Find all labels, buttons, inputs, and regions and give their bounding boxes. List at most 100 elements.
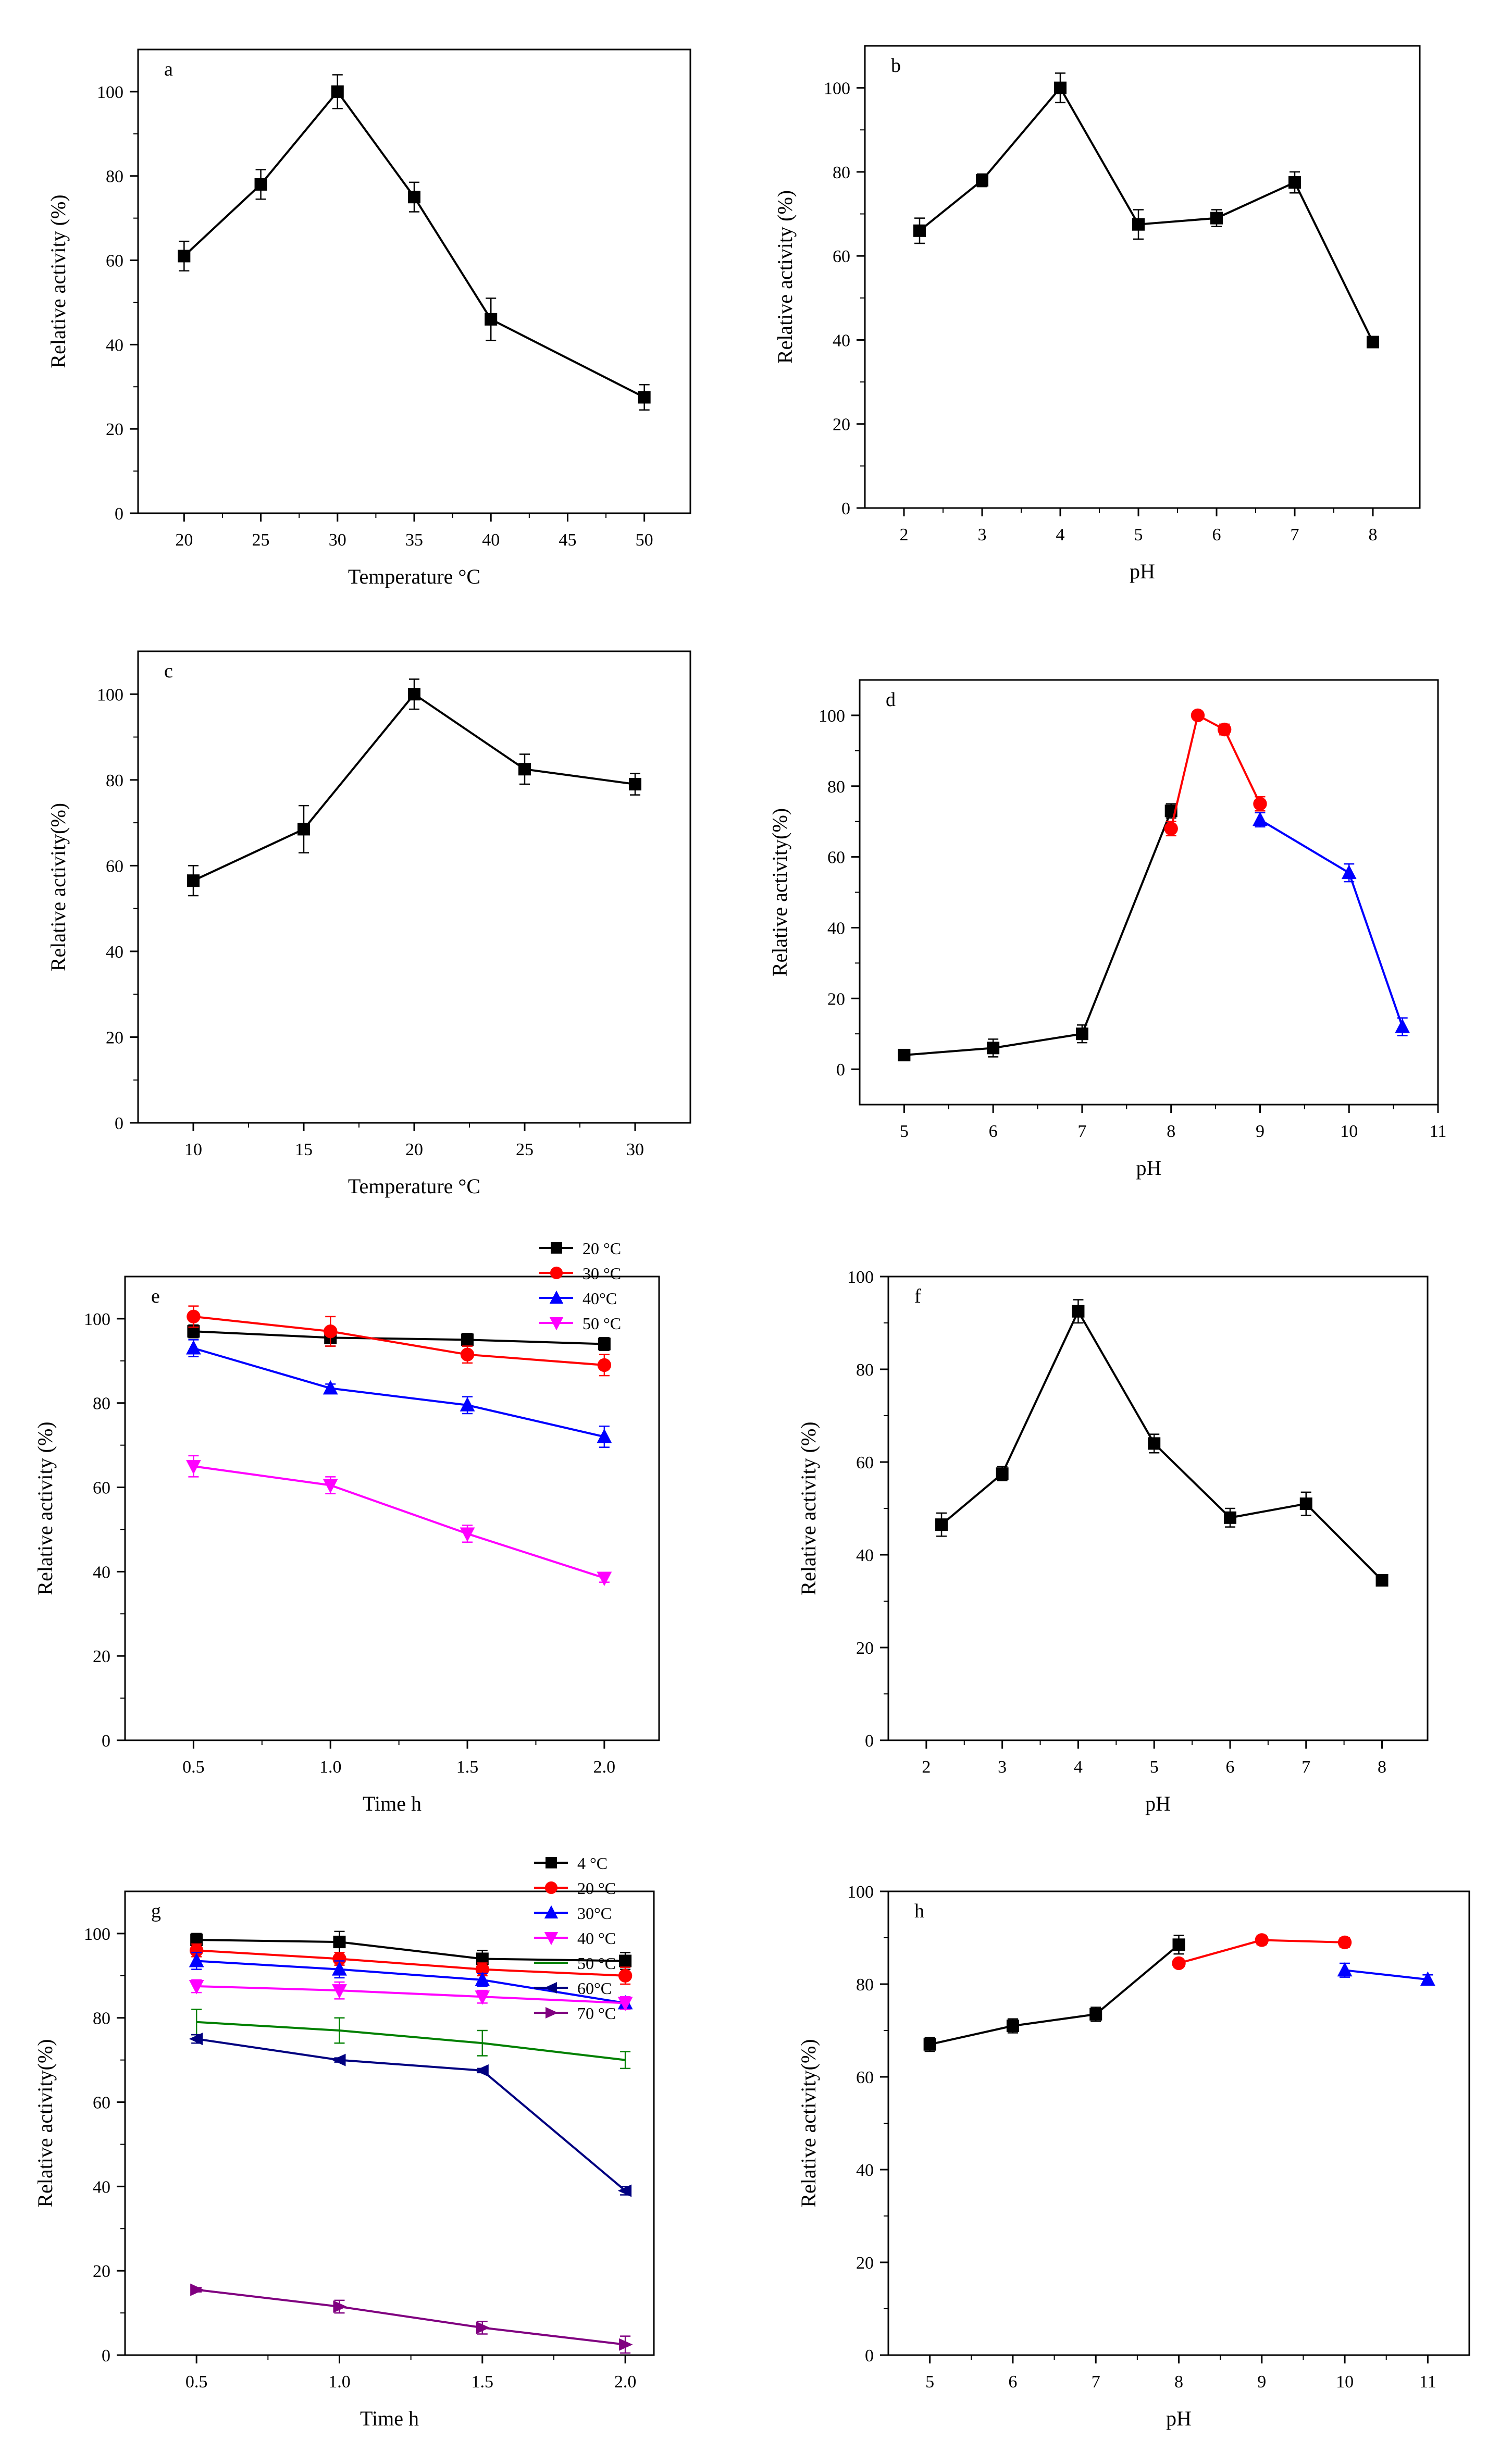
series-4	[189, 1979, 633, 2012]
x-tick-label: 1.5	[456, 1757, 479, 1777]
y-axis-label: Relative activity(%)	[46, 803, 70, 971]
y-tick-label: 80	[106, 167, 123, 187]
legend-label: 70 °C	[577, 2004, 616, 2023]
legend-item: 70 °C	[534, 2004, 616, 2023]
legend-label: 20 °C	[577, 1879, 616, 1898]
y-tick-label: 40	[827, 919, 845, 938]
data-point	[976, 174, 988, 187]
series-line	[1344, 1969, 1428, 1981]
series-line	[196, 2021, 626, 2061]
y-tick-label: 60	[856, 2068, 874, 2087]
x-tick-label: 8	[1174, 2372, 1183, 2392]
x-tick-label: 5	[900, 1122, 909, 1141]
data-point	[1375, 1574, 1389, 1587]
series-1	[923, 1935, 1185, 2052]
data-point	[186, 1460, 201, 1475]
y-tick-label: 80	[106, 771, 123, 790]
data-point	[333, 2300, 347, 2313]
y-tick-label: 100	[847, 1268, 874, 1287]
data-point	[619, 1954, 632, 1967]
series-line	[196, 1985, 626, 2004]
series-1	[187, 678, 641, 897]
y-tick-label: 0	[102, 1731, 110, 1751]
data-point	[408, 191, 420, 204]
chart-panel-c: c 10 15 20 25 30 0 20 40 60 80 100 Temperature °C Rel…	[46, 650, 691, 1198]
series-4	[186, 1455, 612, 1587]
x-tick-label: 8	[1378, 1757, 1386, 1777]
data-point	[461, 1333, 474, 1346]
chart-panel-d: d 5 6 7 8 9 10 11 0 20 40 60 80 100 pH Relative activit…	[768, 679, 1447, 1180]
x-tick-label: 10	[184, 1140, 202, 1159]
data-point	[987, 1042, 1000, 1055]
x-tick-label: 40	[482, 530, 500, 550]
chart-panel-g: g 0.5 1.0 1.5 2.0 0 20 40 60 80 100 Time h Relative …	[33, 1854, 655, 2430]
data-point	[332, 1961, 347, 1976]
series-line	[193, 692, 636, 882]
y-tick-label: 20	[93, 1647, 110, 1666]
x-tick-label: 7	[1077, 1122, 1086, 1141]
y-tick-label: 100	[847, 1883, 874, 1902]
legend-label: 50 °C	[577, 1954, 616, 1973]
y-tick-label: 40	[106, 336, 123, 355]
legend-label: 4 °C	[577, 1854, 608, 1873]
x-tick-label: 2.0	[593, 1757, 616, 1777]
legend-item: 30 °C	[539, 1264, 621, 1283]
x-tick-label: 7	[1092, 2372, 1100, 2392]
y-tick-label: 80	[827, 777, 845, 797]
x-axis-label: pH	[1145, 1792, 1171, 1815]
legend-marker	[549, 1290, 564, 1304]
series-line	[196, 2038, 626, 2191]
legend-marker	[550, 1266, 563, 1280]
chart-panel-a: a 20 25 30 35 40 45 50 0 20 40 60 80 100 Temperature °…	[46, 48, 691, 588]
x-tick-label: 6	[1225, 1757, 1234, 1777]
x-axis-label: Temperature °C	[348, 1174, 480, 1198]
x-axis-label: Time h	[360, 2407, 419, 2430]
series-line	[1259, 819, 1404, 1027]
legend-marker	[546, 2007, 559, 2019]
x-tick-label: 1.0	[319, 1757, 342, 1777]
series-2	[187, 1305, 612, 1377]
data-point	[475, 1972, 490, 1986]
x-tick-label: 0.5	[185, 2372, 208, 2392]
x-tick-label: 35	[405, 530, 423, 550]
y-tick-label: 80	[856, 1360, 874, 1380]
data-point	[597, 1358, 612, 1372]
y-tick-label: 40	[856, 2161, 874, 2180]
y-tick-label: 20	[856, 2253, 874, 2273]
y-tick-label: 100	[84, 1925, 110, 1944]
y-tick-label: 80	[856, 1975, 874, 1995]
legend-label: 30°C	[577, 1904, 612, 1923]
x-tick-label: 11	[1430, 1122, 1447, 1141]
series-line	[193, 1330, 604, 1345]
data-point	[923, 2038, 936, 2051]
y-tick-label: 80	[833, 163, 850, 182]
data-point	[475, 1990, 490, 2005]
plot-frame	[859, 679, 1439, 1106]
x-tick-label: 7	[1291, 525, 1299, 544]
panel-letter: g	[151, 1900, 161, 1922]
data-point	[935, 1518, 948, 1531]
data-point	[629, 778, 641, 791]
y-tick-label: 0	[115, 1114, 123, 1133]
series-1	[178, 74, 651, 411]
series-2	[1172, 1933, 1352, 1971]
series-line	[193, 1465, 605, 1579]
x-axis-label: pH	[1136, 1156, 1162, 1180]
series-3	[186, 1339, 612, 1448]
series-line	[940, 1309, 1383, 1581]
x-tick-label: 2	[900, 525, 909, 544]
legend-item: 50 °C	[539, 1314, 621, 1333]
y-tick-label: 80	[93, 1394, 110, 1414]
y-axis-label: Relative activity (%)	[797, 1421, 820, 1595]
series-line	[196, 1949, 626, 1977]
x-tick-label: 10	[1340, 1122, 1358, 1141]
data-point	[638, 391, 651, 404]
data-point	[332, 1984, 347, 1999]
plot-frame	[137, 48, 691, 514]
data-point	[190, 2283, 204, 2296]
data-point	[1210, 212, 1223, 225]
data-point	[1172, 1956, 1186, 1971]
data-point	[324, 1324, 338, 1339]
